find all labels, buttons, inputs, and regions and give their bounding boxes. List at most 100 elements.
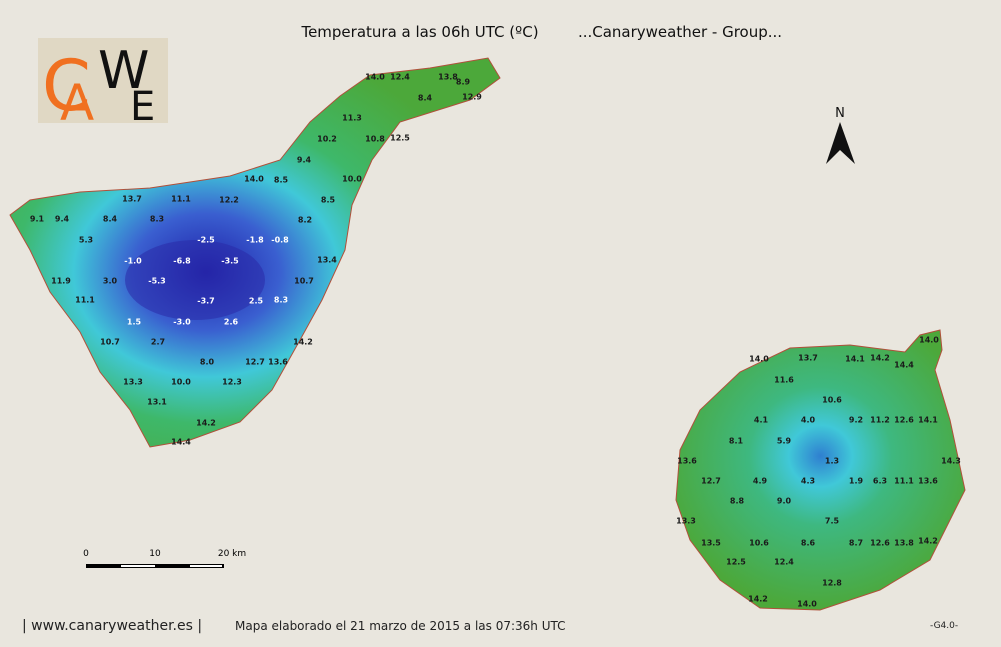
tenerife-island	[9, 57, 501, 448]
temperature-label: 14.2	[918, 537, 938, 546]
temperature-label: 4.1	[754, 416, 769, 425]
temperature-label: -1.0	[124, 257, 142, 266]
footer-site: | www.canaryweather.es |	[22, 618, 202, 634]
temperature-label: 2.7	[151, 338, 165, 347]
subtitle: ...Canaryweather - Group...	[578, 23, 782, 41]
temperature-label: 12.8	[822, 579, 842, 588]
temperature-label: 12.9	[462, 93, 482, 102]
temperature-label: 14.2	[293, 338, 313, 347]
temperature-label: 14.0	[749, 355, 769, 364]
temperature-label: -3.0	[173, 318, 191, 327]
temperature-label: 11.9	[51, 277, 71, 286]
temperature-label: -3.5	[221, 257, 239, 266]
scale-label: 10	[149, 549, 161, 559]
temperature-label: 3.0	[103, 277, 118, 286]
temperature-label: 10.8	[365, 135, 385, 144]
temperature-label: 8.7	[849, 539, 863, 548]
temperature-label: 10.7	[100, 338, 120, 347]
north-arrow	[826, 122, 855, 164]
temperature-label: 12.6	[894, 416, 914, 425]
temperature-label: 13.4	[317, 256, 337, 265]
temperature-label: 10.7	[294, 277, 314, 286]
temperature-label: 1.5	[127, 318, 142, 327]
temperature-label: 12.2	[219, 196, 239, 205]
temperature-label: 8.9	[456, 78, 471, 87]
gran-canaria-island	[675, 329, 966, 611]
temperature-label: 5.3	[79, 236, 93, 245]
temperature-label: 11.3	[342, 114, 362, 123]
temperature-label: 12.7	[245, 358, 265, 367]
scale-label: 0	[83, 549, 89, 559]
temperature-label: 12.6	[870, 539, 890, 548]
temperature-label: 14.1	[918, 416, 938, 425]
temperature-label: 5.9	[777, 437, 792, 446]
temperature-label: 13.8	[894, 539, 914, 548]
temperature-label: 11.6	[774, 376, 794, 385]
temperature-label: 8.3	[150, 215, 164, 224]
temperature-label: 12.4	[774, 558, 794, 567]
temperature-label: 6.3	[873, 477, 887, 486]
temperature-label: 13.5	[701, 539, 721, 548]
temperature-label: 8.5	[321, 196, 336, 205]
temperature-label: -2.5	[197, 236, 215, 245]
temperature-label: 8.3	[274, 296, 288, 305]
logo-letter: C	[42, 45, 91, 127]
temperature-label: 10.6	[749, 539, 769, 548]
temperature-label: 9.1	[30, 215, 45, 224]
temperature-label: -6.8	[173, 257, 191, 266]
temperature-label: 12.5	[390, 134, 410, 143]
temperature-label: 4.9	[753, 477, 768, 486]
temperature-label: 14.0	[365, 73, 385, 82]
temperature-label: 10.6	[822, 396, 842, 405]
scale-label: 20 km	[218, 549, 246, 559]
temperature-label: 8.6	[801, 539, 816, 548]
temperature-label: 13.6	[918, 477, 938, 486]
temperature-label: 14.2	[748, 595, 768, 604]
temperature-label: 12.3	[222, 378, 242, 387]
temperature-label: 8.1	[729, 437, 744, 446]
highland	[125, 240, 265, 320]
temperature-label: 4.0	[801, 416, 816, 425]
temperature-label: 11.2	[870, 416, 890, 425]
temperature-label: 13.3	[123, 378, 143, 387]
temperature-label: 13.7	[798, 354, 818, 363]
logo-letter: A	[60, 74, 94, 132]
temperature-label: 8.8	[730, 497, 745, 506]
temperature-label: 11.1	[171, 195, 191, 204]
temperature-label: 14.0	[919, 336, 939, 345]
temperature-label: -0.8	[271, 236, 289, 245]
temperature-label: 14.0	[797, 600, 817, 609]
temperature-label: 14.0	[244, 175, 264, 184]
temperature-label: -1.8	[246, 236, 264, 245]
temperature-label: 11.1	[75, 296, 95, 305]
temperature-label: -5.3	[148, 277, 166, 286]
temperature-label: 12.4	[390, 73, 410, 82]
temperature-label: 13.1	[147, 398, 167, 407]
temperature-label: 14.4	[894, 361, 914, 370]
temperature-label: 11.1	[894, 477, 914, 486]
temperature-label: 14.2	[196, 419, 216, 428]
logo-letter: W	[98, 41, 149, 101]
temperature-label: 13.7	[122, 195, 142, 204]
temperature-label: 8.5	[274, 176, 289, 185]
temperature-label: 2.5	[249, 297, 264, 306]
temperature-label: 2.6	[224, 318, 239, 327]
logo-letter: E	[130, 84, 155, 130]
temperature-label: 12.5	[726, 558, 746, 567]
temperature-label: 12.7	[701, 477, 721, 486]
temperature-label: 14.4	[171, 438, 191, 447]
temperature-label: 4.3	[801, 477, 815, 486]
temperature-label: 1.9	[849, 477, 864, 486]
footer-note: Mapa elaborado el 21 marzo de 2015 a las…	[235, 619, 566, 633]
temperature-label: 9.4	[297, 156, 312, 165]
temperature-label: 10.0	[342, 175, 362, 184]
temperature-label: 13.8	[438, 73, 458, 82]
temperature-label: 14.3	[941, 457, 961, 466]
temperature-label: 13.3	[676, 517, 696, 526]
temperature-label: 14.2	[870, 354, 890, 363]
temperature-label: 8.0	[200, 358, 215, 367]
temperature-label: 7.5	[825, 517, 840, 526]
temperature-label: 9.0	[777, 497, 792, 506]
